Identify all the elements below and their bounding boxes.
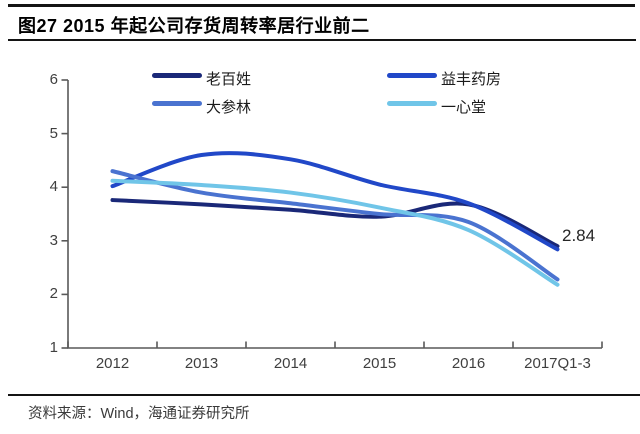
data-point-label: 2.84 [562,226,596,245]
legend-item-dashenlin: 大参林 [206,99,252,116]
title-divider [8,39,636,41]
x-tick-label: 2017Q1-3 [524,355,591,372]
x-tick-label: 2015 [362,355,397,372]
x-tick-label: 2012 [95,355,130,372]
series-line-2 [110,169,560,282]
series-line-3 [110,178,560,287]
y-tick-label: 4 [49,178,58,196]
y-tick-label: 3 [49,231,58,249]
figure-title: 图27 2015 年起公司存货周转率居行业前二 [18,16,370,36]
x-tick-label: 2013 [184,355,219,372]
footer-divider [8,394,640,396]
y-tick-label: 1 [49,339,58,356]
top-divider [8,4,635,7]
y-tick-label: 2 [49,285,58,303]
legend-item-laobaixing: 老百姓 [206,71,252,88]
legend-item-yifeng: 益丰药房 [441,71,502,88]
source-note: 资料来源：Wind，海通证券研究所 [28,406,250,422]
x-tick-label: 2016 [451,355,486,372]
legend-swatch-yifeng [387,73,437,78]
series-line-1 [110,151,560,252]
y-tick-label: 5 [49,124,58,142]
legend-swatch-dashenlin [152,101,202,106]
legend-swatch-laobaixing [152,73,202,78]
legend-item-yixintang: 一心堂 [441,99,487,116]
x-tick-label: 2014 [273,355,308,372]
legend-swatch-yixintang [387,101,437,106]
y-tick-label: 6 [49,71,58,88]
